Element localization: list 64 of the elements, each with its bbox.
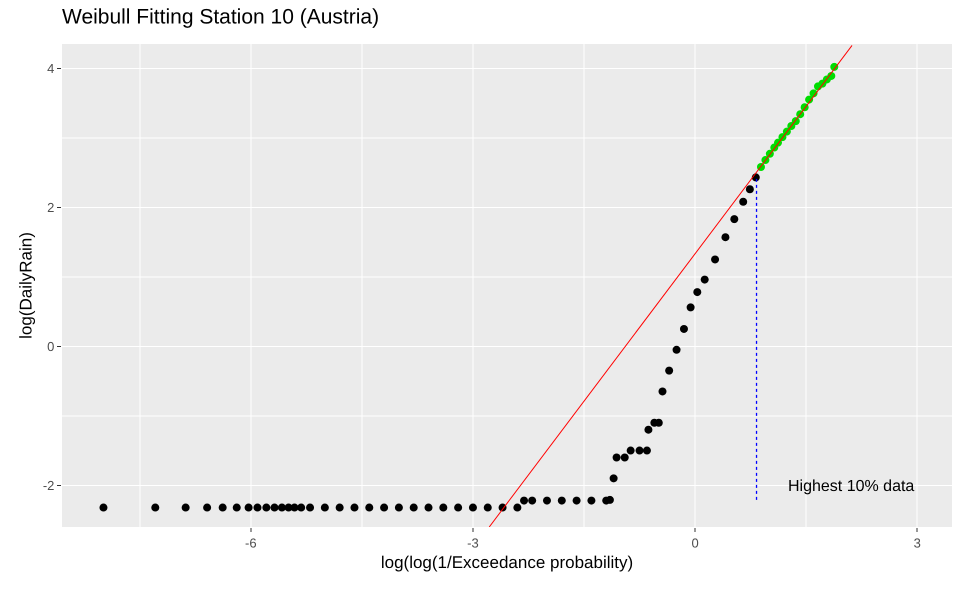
point <box>232 504 241 512</box>
point <box>665 366 674 375</box>
annotation: Highest 10% data <box>788 478 914 495</box>
point <box>410 504 418 512</box>
point <box>636 446 644 455</box>
point <box>380 504 388 512</box>
point <box>203 504 212 512</box>
point <box>642 446 651 455</box>
point <box>468 504 477 512</box>
point <box>297 504 306 512</box>
point <box>290 504 298 512</box>
point <box>278 504 286 512</box>
point <box>620 454 629 462</box>
point <box>151 504 160 512</box>
point <box>439 504 448 512</box>
point <box>558 496 566 505</box>
point <box>644 426 652 434</box>
point <box>244 504 253 512</box>
point <box>711 255 720 264</box>
point <box>730 215 738 224</box>
point <box>721 233 730 242</box>
x-axis-title: log(log(1/Exceedance probability) <box>380 553 634 572</box>
point <box>513 504 522 512</box>
point <box>394 504 403 512</box>
point <box>626 446 635 455</box>
point <box>520 496 528 505</box>
point <box>350 504 358 512</box>
point <box>270 504 278 512</box>
point <box>484 504 492 512</box>
y-tick-label: 4 <box>47 60 54 76</box>
point <box>658 387 666 396</box>
y-tick-label: 0 <box>47 338 54 354</box>
point <box>253 504 262 512</box>
point <box>672 346 681 354</box>
y-tick-label: -2 <box>42 478 54 493</box>
point <box>610 474 618 482</box>
x-tick-label: -3 <box>467 536 479 551</box>
point <box>182 504 190 512</box>
point <box>612 454 621 462</box>
x-tick-label: 0 <box>691 536 699 551</box>
y-tick-label: 2 <box>47 200 54 215</box>
point <box>99 504 108 512</box>
point <box>739 198 748 206</box>
point <box>542 496 551 505</box>
point <box>693 288 702 296</box>
point <box>262 504 270 512</box>
point <box>680 324 688 333</box>
point <box>218 504 227 512</box>
point <box>336 504 344 512</box>
point <box>528 496 536 505</box>
point <box>746 185 754 194</box>
x-tick-label: -6 <box>245 536 257 551</box>
chart-title: Weibull Fitting Station 10 (Austria) <box>62 6 380 29</box>
point <box>700 276 709 284</box>
point <box>572 496 581 505</box>
point <box>365 504 374 512</box>
point <box>424 504 433 512</box>
x-tick-label: 3 <box>914 536 921 551</box>
point <box>306 504 314 512</box>
y-axis-title: log(DailyRain) <box>16 232 36 339</box>
point <box>587 496 596 505</box>
point <box>320 504 329 512</box>
point <box>686 303 695 312</box>
point <box>454 504 462 512</box>
